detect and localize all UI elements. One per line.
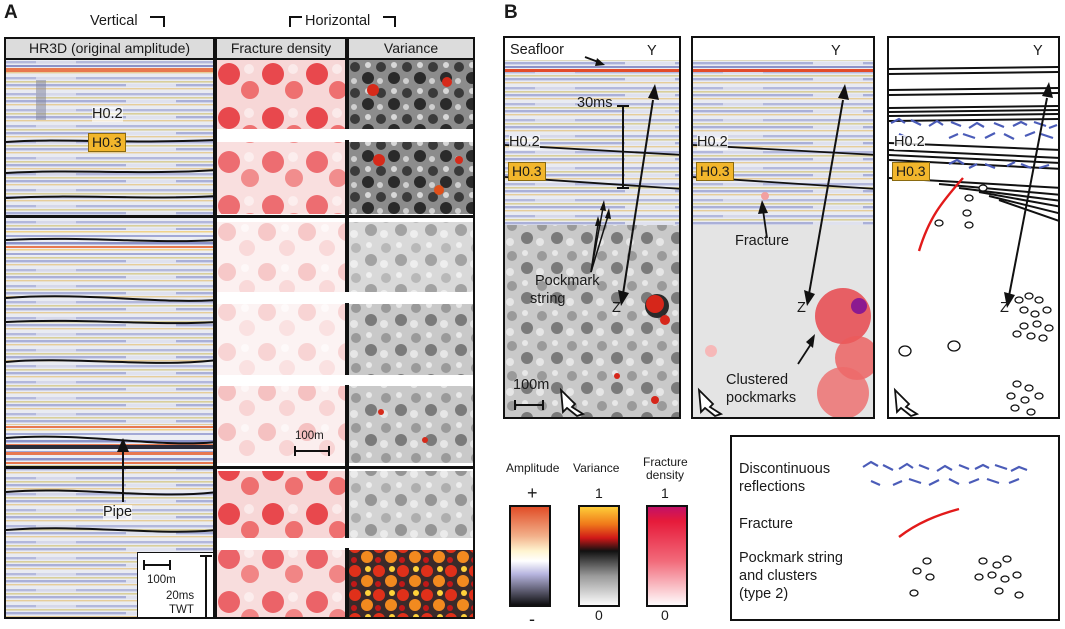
variance-slices — [349, 60, 473, 617]
b1-image — [505, 56, 679, 417]
scale-bars — [143, 555, 212, 617]
fracture-density-header: Fracture density — [217, 39, 345, 60]
section-divider — [6, 215, 213, 218]
fracture-top-value: 1 — [661, 485, 669, 501]
scale-inset: 100m 20ms TWT — [137, 552, 213, 617]
legend-pockmark-2: and clusters — [739, 568, 818, 584]
b3-interpretation-drawing — [889, 66, 1058, 417]
pockmark-label-1: Pockmark — [535, 273, 600, 289]
variance-colorbar — [578, 505, 620, 607]
amplitude-plus: + — [527, 483, 538, 503]
section-divider — [217, 215, 345, 218]
hr3d-seismic-image — [6, 60, 213, 617]
pipe-label: Pipe — [103, 504, 133, 520]
amplitude-bar-label: Amplitude — [506, 461, 560, 475]
horizontal-bracket-right — [383, 16, 396, 27]
b3-y-label: Y — [1033, 43, 1043, 59]
legend-discontinuous-2: reflections — [739, 479, 806, 495]
legend-symbols — [862, 460, 1028, 599]
hr3d-amplitude-section: HR3D (original amplitude) H0.2 H0.3 Pipe — [4, 37, 215, 619]
slice-gap — [217, 538, 473, 548]
legend-pockmark-3: (type 2) — [739, 586, 789, 602]
slice-gap — [217, 129, 473, 140]
b3-h03-tag: H0.3 — [892, 162, 930, 182]
vertical-bracket — [150, 16, 165, 27]
panel-a-letter: A — [4, 2, 18, 23]
pockmark-label-2: string — [530, 291, 566, 307]
map-scale-label: 100m — [295, 430, 324, 442]
colorbars — [509, 505, 688, 607]
fracture-label: Fracture — [735, 233, 789, 249]
section-divider — [349, 466, 473, 469]
panel-b-interpretation: Y H0.2 H0.3 Z — [887, 36, 1060, 419]
scale-20ms-label: 20ms — [166, 590, 195, 602]
vertical-label: Vertical — [90, 13, 138, 29]
fracture-colorbar — [646, 505, 688, 607]
horizontal-label: Horizontal — [305, 13, 371, 29]
b3-z-label: Z — [1000, 300, 1009, 316]
seafloor-label: Seafloor — [510, 42, 565, 58]
variance-bar-label: Variance — [573, 461, 620, 475]
panel-b-letter: B — [504, 2, 518, 23]
legend-pockmark-1: Pockmark string — [739, 550, 843, 566]
variance-column: Variance — [347, 37, 475, 619]
section-divider — [6, 466, 213, 469]
b1-scale-label: 100m — [513, 377, 550, 393]
b2-h03-tag: H0.3 — [696, 162, 734, 182]
b1-h02-label: H0.2 — [509, 134, 540, 150]
section-divider — [217, 466, 345, 469]
amplitude-colorbar — [509, 505, 551, 607]
b1-z-label: Z — [612, 300, 621, 316]
panel-b-seismic-fracture: Y H0.2 H0.3 Fracture Z Clustered pockmar… — [691, 36, 875, 419]
pockmark-symbol — [909, 555, 1024, 599]
variance-bottom-value: 0 — [595, 607, 603, 623]
ms30-label: 30ms — [577, 95, 613, 111]
discontinuous-reflections-symbol — [862, 460, 1028, 487]
b1-y-label: Y — [647, 43, 657, 59]
fracture-bar-label-1: Fracture — [643, 455, 688, 469]
variance-header: Variance — [349, 39, 473, 60]
variance-top-value: 1 — [595, 485, 603, 501]
clustered-label-2: pockmarks — [726, 390, 797, 406]
amplitude-minus: - — [529, 609, 535, 629]
b3-h02-label: H0.2 — [894, 134, 925, 150]
fracture-bottom-value: 0 — [661, 607, 669, 623]
fracture-symbol — [898, 507, 960, 538]
hr3d-header: HR3D (original amplitude) — [6, 39, 213, 60]
section-divider — [349, 215, 473, 218]
legend-box: Discontinuous reflections Fracture Pockm… — [730, 435, 1060, 621]
b1-h03-tag: H0.3 — [508, 162, 546, 182]
legend-discontinuous-1: Discontinuous — [739, 461, 831, 477]
b2-z-label: Z — [797, 300, 806, 316]
fracture-bar-label-2: density — [646, 468, 685, 482]
fracture-density-column: Fracture density 100m — [215, 37, 347, 619]
slice-gap — [217, 375, 473, 385]
horizontal-bracket-left — [289, 16, 302, 27]
b2-y-label: Y — [831, 43, 841, 59]
clustered-label-1: Clustered — [726, 372, 789, 388]
horizon-h02-label: H0.2 — [92, 106, 123, 122]
scale-100m-label: 100m — [147, 574, 176, 586]
b2-h02-label: H0.2 — [697, 134, 728, 150]
b2-image — [693, 60, 873, 417]
fracture-density-slices — [217, 60, 345, 617]
scale-twt-label: TWT — [169, 604, 194, 616]
panel-b-seismic-variance: Seafloor Y 30ms H0.2 H0.3 Pockmark strin… — [503, 36, 681, 419]
slice-gap — [217, 292, 473, 303]
legend-fracture: Fracture — [739, 516, 793, 532]
horizon-h03-tag: H0.3 — [88, 133, 126, 153]
